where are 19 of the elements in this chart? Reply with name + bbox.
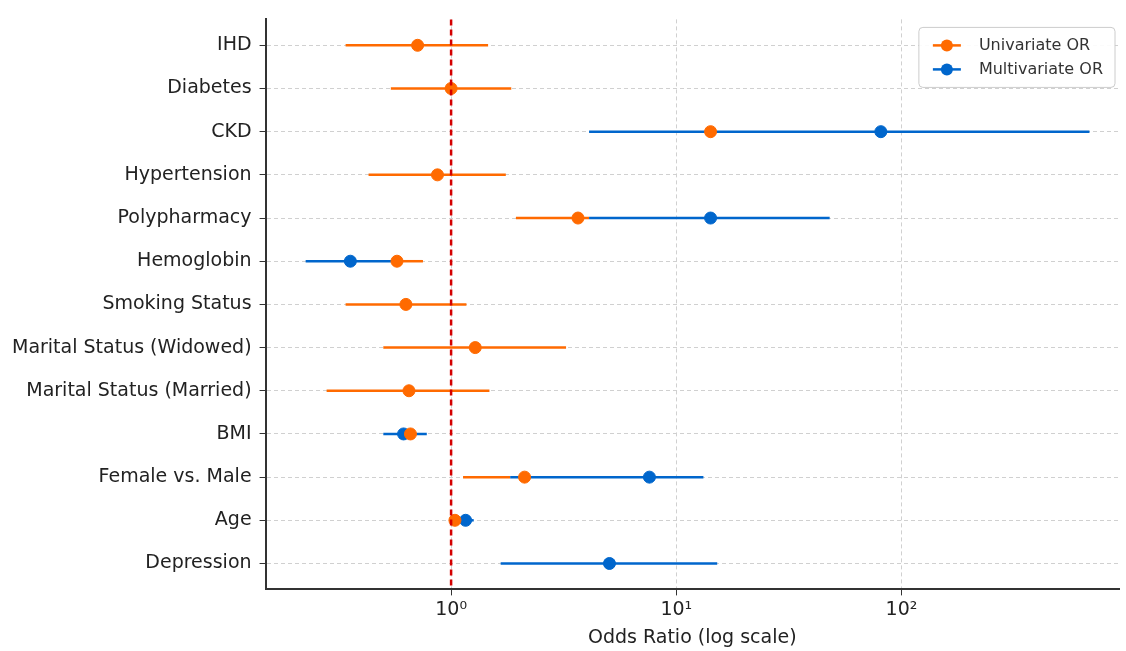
x-tick-label: 10²	[885, 596, 918, 619]
y-tick-label: Smoking Status	[102, 291, 252, 314]
y-tick-label: Hypertension	[124, 161, 252, 184]
y-tick-label: Age	[214, 507, 252, 530]
x-tick-label: 10⁰	[435, 596, 467, 619]
legend-label: Multivariate OR	[978, 58, 1103, 78]
y-tick-label: Depression	[145, 550, 252, 573]
y-tick-label: BMI	[216, 420, 252, 443]
y-tick-label: Female vs. Male	[98, 464, 252, 487]
y-tick-label: Marital Status (Married)	[26, 377, 252, 400]
y-tick-label: CKD	[211, 118, 252, 141]
legend-label: Univariate OR	[978, 34, 1091, 54]
y-tick-label: Marital Status (Widowed)	[11, 334, 252, 357]
y-tick-label: Diabetes	[167, 75, 252, 98]
x-axis-title: Odds Ratio (log scale)	[587, 624, 797, 647]
y-tick-label: Hemoglobin	[137, 248, 252, 271]
y-tick-label: Polypharmacy	[117, 204, 252, 227]
y-tick-label: IHD	[217, 32, 252, 55]
x-tick-label: 10¹	[660, 596, 693, 619]
